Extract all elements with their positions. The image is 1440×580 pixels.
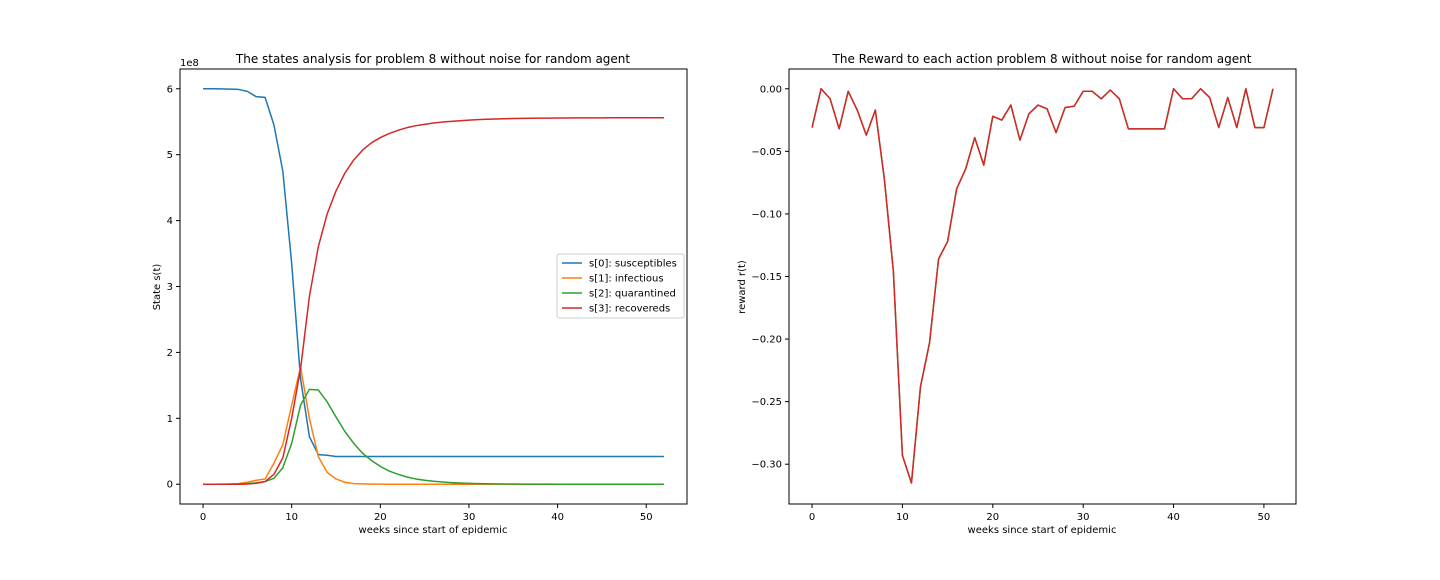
reward-chart: The Reward to each action problem 8 with… (737, 52, 1297, 536)
states-y-tick-label: 1 (167, 414, 173, 425)
legend-label: s[2]: quarantined (589, 289, 676, 300)
reward-lines (811, 88, 1274, 484)
reward-y-axis-label: reward r(t) (737, 260, 748, 314)
reward-x-tick-label: 50 (1258, 512, 1271, 523)
states-series-line-1 (203, 366, 664, 485)
reward-x-tick-label: 20 (986, 512, 999, 523)
reward-chart-title: The Reward to each action problem 8 with… (832, 52, 1252, 66)
reward-x-axis-label: weeks since start of epidemic (968, 525, 1117, 536)
states-y-tick-label: 2 (167, 348, 173, 359)
states-y-axis-label: State s(t) (152, 264, 163, 311)
states-series-line-2 (203, 388, 664, 485)
reward-y-tick-label: −0.30 (751, 460, 782, 471)
states-lines (203, 88, 664, 485)
states-y-tick-label: 5 (167, 150, 173, 161)
legend-label: s[3]: recovereds (589, 304, 670, 315)
states-x-tick-label: 0 (200, 512, 206, 523)
reward-y-tick-label: −0.20 (751, 335, 782, 346)
reward-y-tick-label: −0.05 (751, 147, 782, 158)
reward-plot-frame (788, 68, 1297, 505)
states-x-tick-label: 30 (463, 512, 476, 523)
states-x-tick-label: 20 (374, 512, 387, 523)
states-x-tick-label: 10 (285, 512, 298, 523)
reward-series-line-0 (811, 88, 1274, 484)
states-series-line-3 (203, 117, 664, 485)
states-y-offset-text: 1e8 (180, 58, 199, 69)
states-chart: The states analysis for problem 8 withou… (152, 52, 688, 536)
states-y-tick-label: 4 (167, 216, 173, 227)
reward-y-tick-label: −0.10 (751, 209, 782, 220)
states-chart-title: The states analysis for problem 8 withou… (235, 52, 631, 66)
reward-y-tick-label: −0.15 (751, 272, 782, 283)
states-legend: s[0]: susceptibles s[1]: infectious s[2]: … (556, 253, 685, 319)
legend-box (556, 253, 685, 319)
states-y-tick-label: 3 (167, 282, 173, 293)
reward-y-tick-label: −0.25 (751, 397, 782, 408)
states-y-tick-label: 6 (167, 84, 173, 95)
reward-x-tick-label: 10 (896, 512, 909, 523)
legend-label: s[0]: susceptibles (589, 259, 677, 270)
reward-x-tick-label: 40 (1167, 512, 1180, 523)
states-ticks: 0 10 20 30 40 50 0 1 2 3 4 5 6 (167, 84, 653, 523)
reward-ticks: 0 10 20 30 40 50 0.00 −0.05 −0.10 −0.15 −0.20 −0.25… (751, 84, 1270, 523)
states-x-axis-label: weeks since start of epidemic (359, 525, 508, 536)
states-plot-frame (179, 68, 688, 505)
legend-label: s[1]: infectious (589, 274, 664, 285)
reward-series-line-1 (811, 88, 1274, 484)
states-y-tick-label: 0 (167, 480, 173, 491)
states-series-line-0 (203, 88, 664, 458)
reward-y-tick-label: 0.00 (760, 84, 782, 95)
states-x-tick-label: 50 (640, 512, 653, 523)
states-x-tick-label: 40 (551, 512, 564, 523)
reward-x-tick-label: 0 (809, 512, 815, 523)
reward-x-tick-label: 30 (1077, 512, 1090, 523)
